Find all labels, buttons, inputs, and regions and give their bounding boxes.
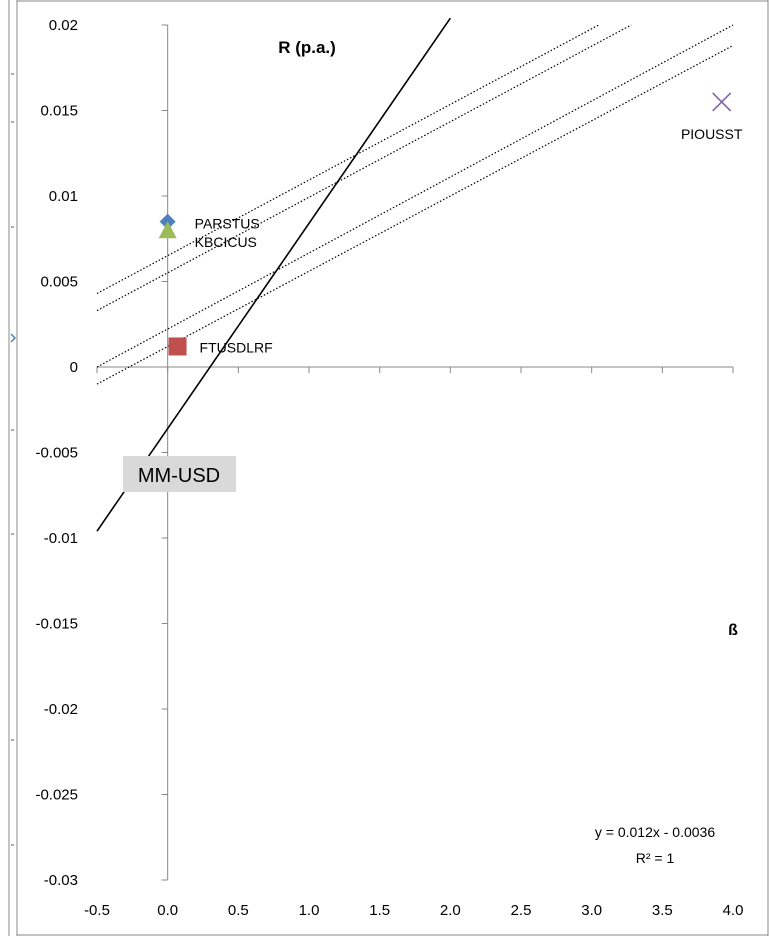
left-strip-marks [11, 73, 14, 846]
x-tick-label: 4.0 [723, 902, 744, 919]
trendline [96, 17, 451, 532]
x-tick-label: 3.5 [652, 902, 673, 919]
point-piousst [712, 92, 732, 112]
axes: 0.02 0.015 0.01 0.005 0 -0.005 -0.01 -0.015 -0.0… [35, 17, 743, 919]
point-kbcicus [158, 221, 177, 239]
x-tick-label: 1.5 [369, 902, 390, 919]
trendline-r-squared: R² = 1 [636, 850, 675, 866]
dotted-line [96, 24, 734, 368]
point-ftusdlrf [168, 337, 187, 356]
x-tick-label: 2.0 [440, 902, 461, 919]
y-tick-label: 0.005 [40, 274, 78, 291]
x-tick-label: 3.0 [581, 902, 602, 919]
x-tick-label: 0.5 [228, 902, 249, 919]
point-labels: PARSTUS KBCICUS FTUSDLRF PIOUSST [195, 126, 743, 356]
dotted-line [96, 24, 600, 294]
y-tick-label: -0.02 [44, 701, 78, 718]
annotation-box-label: MM-USD [138, 465, 220, 487]
x-tick-label: 0.0 [157, 902, 178, 919]
annotation-box [123, 456, 236, 492]
y-tick-label: 0.015 [40, 103, 78, 120]
x-tick-label: 2.5 [511, 902, 532, 919]
y-tick-label: -0.015 [35, 616, 78, 633]
y-tick-label: -0.01 [44, 530, 78, 547]
dotted-line [96, 24, 632, 312]
dotted-line [96, 44, 734, 385]
point-label-ftusdlrf: FTUSDLRF [200, 339, 273, 355]
dotted-lines [96, 24, 734, 385]
point-label-parstus: PARSTUS [195, 216, 260, 232]
x-tick-label: 1.0 [299, 902, 320, 919]
trendline-line [96, 17, 451, 532]
trendline-equation: y = 0.012x - 0.0036 [595, 824, 715, 840]
left-strip-marker [10, 333, 17, 343]
y-tick-label: -0.005 [35, 445, 78, 462]
y-tick-label: 0.01 [49, 188, 78, 205]
y-tick-label: 0.02 [49, 17, 78, 34]
x-tick-label: -0.5 [84, 902, 110, 919]
x-axis-label: ß [728, 622, 738, 639]
y-tick-label: -0.025 [35, 787, 78, 804]
point-label-kbcicus: KBCICUS [195, 234, 257, 250]
data-points [158, 92, 732, 356]
chart-title: R (p.a.) [278, 38, 336, 57]
y-tick-label: 0 [70, 359, 78, 376]
point-label-piousst: PIOUSST [681, 126, 743, 142]
y-tick-label: -0.03 [44, 872, 78, 889]
